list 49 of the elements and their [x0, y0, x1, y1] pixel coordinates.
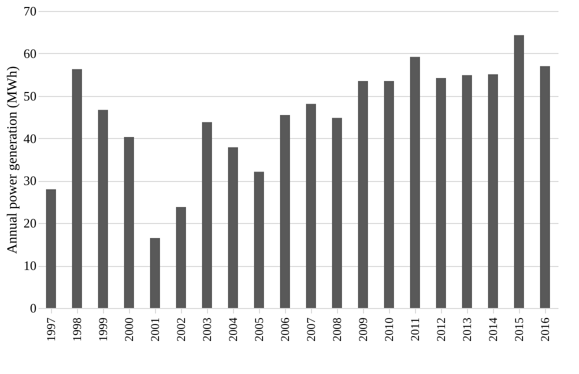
- y-tick-label: 50: [24, 88, 36, 104]
- bar: [124, 137, 134, 308]
- bar: [254, 172, 264, 308]
- x-tick-label: 1998: [70, 318, 84, 342]
- x-tick-label: 2011: [408, 318, 422, 342]
- bar: [384, 81, 394, 308]
- x-tick-label: 2007: [304, 318, 318, 342]
- y-tick-label: 0: [30, 300, 36, 316]
- bar: [306, 104, 316, 308]
- x-tick-label: 2014: [486, 318, 500, 342]
- bar: [410, 56, 420, 308]
- y-tick-label: 40: [24, 130, 36, 146]
- bar: [436, 78, 446, 308]
- y-tick-label: 60: [24, 46, 36, 61]
- y-tick-label: 10: [24, 258, 36, 274]
- bar: [358, 81, 368, 308]
- bar: [202, 122, 212, 308]
- x-tick-label: 2010: [382, 318, 396, 342]
- y-tick-label: 30: [24, 173, 36, 188]
- y-tick-label: 20: [24, 216, 36, 231]
- x-tick-label: 2004: [226, 318, 240, 342]
- x-tick-label: 2005: [252, 318, 266, 342]
- x-tick-label: 2003: [200, 318, 214, 342]
- x-tick-label: 2016: [538, 318, 552, 342]
- x-tick-label: 1999: [96, 318, 110, 342]
- y-axis-title: Annual power generation (MWh): [6, 66, 20, 254]
- bar: [280, 114, 290, 308]
- bar: [150, 238, 160, 308]
- x-tick-label: 2001: [148, 318, 162, 342]
- x-tick-label: 2000: [122, 318, 136, 342]
- x-tick-label: 2008: [330, 318, 344, 342]
- bar: [332, 118, 342, 308]
- x-tick-label: 2002: [174, 318, 188, 342]
- bar: [46, 189, 56, 308]
- bar: [176, 207, 186, 308]
- x-tick-label: 1997: [44, 318, 58, 342]
- bar: [72, 69, 82, 308]
- x-tick-label: 2009: [356, 318, 370, 342]
- bar: [462, 75, 472, 308]
- bar: [488, 74, 498, 308]
- bar: [540, 66, 550, 308]
- x-tick-label: 2012: [434, 318, 448, 342]
- y-tick-label: 70: [24, 4, 36, 18]
- x-tick-label: 2013: [460, 318, 474, 342]
- bar: [98, 110, 108, 308]
- x-tick-label: 2015: [512, 318, 526, 342]
- x-tick-label: 2006: [278, 318, 292, 342]
- bar: [228, 147, 238, 308]
- bar: [514, 35, 524, 308]
